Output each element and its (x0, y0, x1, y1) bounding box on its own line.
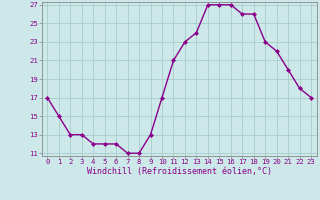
X-axis label: Windchill (Refroidissement éolien,°C): Windchill (Refroidissement éolien,°C) (87, 167, 272, 176)
